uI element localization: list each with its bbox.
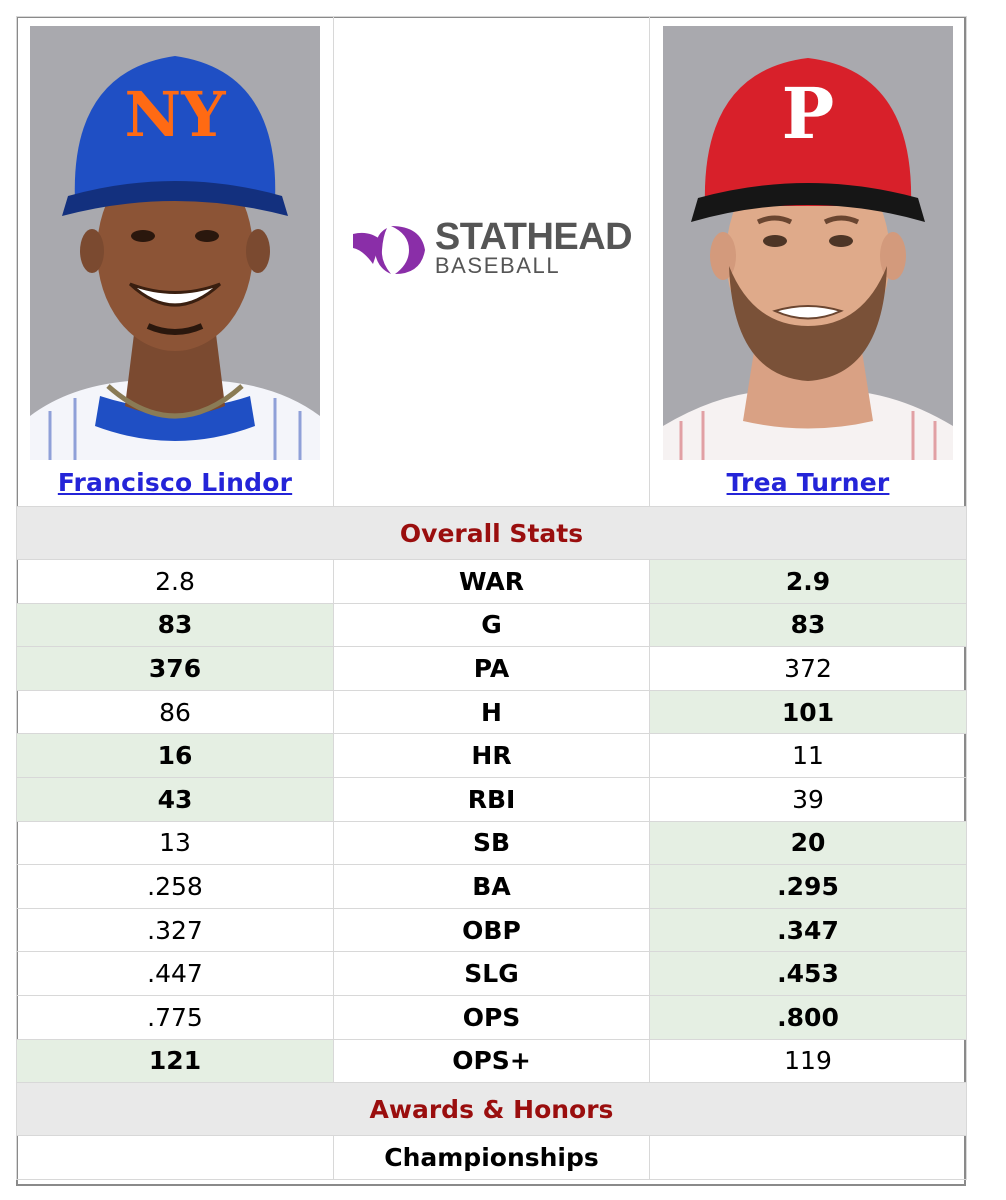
player-1-headshot: NY (30, 26, 320, 460)
stat-row-war: 2.8 WAR 2.9 (16, 559, 967, 604)
player-header-row: NY Francisco Lindor (16, 16, 967, 507)
player-1-stat-value: 86 (16, 689, 334, 735)
stat-label: WAR (333, 559, 650, 604)
player-2-stat-value: 83 (649, 602, 967, 648)
player-2-photo: P (663, 26, 953, 460)
player-1-stat-value: .447 (16, 951, 334, 996)
player-1-name-link[interactable]: Francisco Lindor (57, 468, 293, 497)
stat-row-ba: .258 BA .295 (16, 864, 967, 909)
awards-header-row: Awards & Honors (16, 1082, 967, 1137)
stat-label: PA (333, 646, 650, 691)
stat-label: SLG (333, 951, 650, 996)
stathead-logo-icon (352, 225, 425, 274)
stat-label: HR (333, 733, 650, 778)
championships-label: Championships (333, 1135, 650, 1181)
player-2-stat-value: .453 (649, 951, 967, 996)
stat-label: RBI (333, 776, 650, 822)
stathead-baseball-logo[interactable]: STATHEAD BASEBALL (334, 218, 649, 277)
player-1-stat-value: .327 (16, 907, 334, 953)
player-2-headshot: P (663, 26, 953, 460)
logo-stathead-text: STATHEAD (434, 216, 633, 258)
player-2-cell: P Trea Turner (649, 16, 967, 507)
player-2-stat-value: 2.9 (649, 559, 967, 604)
stat-row-rbi: 43 RBI 39 (16, 776, 967, 822)
stat-row-g: 83 G 83 (16, 602, 967, 648)
stat-row-sb: 13 SB 20 (16, 820, 967, 866)
player-2-stat-value: 101 (649, 689, 967, 735)
stat-row-hr: 16 HR 11 (16, 733, 967, 778)
stat-row-obp: .327 OBP .347 (16, 907, 967, 953)
stat-row-slg: .447 SLG .453 (16, 951, 967, 996)
stat-label: G (333, 602, 650, 648)
stat-label: SB (333, 820, 650, 866)
player-2-championships (649, 1135, 967, 1181)
logo-baseball-text: BASEBALL (434, 253, 561, 278)
player-2-stat-value: .295 (649, 864, 967, 909)
player-2-stat-value: 39 (649, 776, 967, 822)
player-1-photo: NY (30, 26, 320, 460)
championships-row: Championships (16, 1135, 967, 1181)
player-1-stat-value: 83 (16, 602, 334, 648)
player-1-cell: NY Francisco Lindor (16, 16, 334, 507)
awards-honors-heading: Awards & Honors (16, 1082, 967, 1137)
player-2-stat-value: 119 (649, 1038, 967, 1084)
player-2-stat-value: .347 (649, 907, 967, 953)
svg-text:NY: NY (125, 78, 227, 151)
stat-label: BA (333, 864, 650, 909)
stat-row-ops: .775 OPS .800 (16, 994, 967, 1040)
player-1-stat-value: .775 (16, 994, 334, 1040)
stat-label: OPS+ (333, 1038, 650, 1084)
stat-row-ops-plus: 121 OPS+ 119 (16, 1038, 967, 1084)
player-2-stat-value: 372 (649, 646, 967, 691)
stat-label: OPS (333, 994, 650, 1040)
player-2-stat-value: .800 (649, 994, 967, 1040)
player-1-stat-value: 121 (16, 1038, 334, 1084)
overall-stats-heading: Overall Stats (16, 506, 967, 560)
player-2-stat-value: 20 (649, 820, 967, 866)
player-1-stat-value: 13 (16, 820, 334, 866)
svg-text:P: P (782, 72, 835, 155)
player-2-name-link[interactable]: Trea Turner (726, 468, 890, 497)
stat-label: H (333, 689, 650, 735)
player-1-stat-value: 43 (16, 776, 334, 822)
player-1-championships (16, 1135, 334, 1181)
stat-label: OBP (333, 907, 650, 953)
player-1-stat-value: 2.8 (16, 559, 334, 604)
player-1-stat-value: 376 (16, 646, 334, 691)
stat-row-h: 86 H 101 (16, 689, 967, 735)
player-comparison-table: NY Francisco Lindor (16, 16, 967, 1181)
player-2-stat-value: 11 (649, 733, 967, 778)
stathead-logo-cell: STATHEAD BASEBALL (333, 16, 650, 507)
overall-stats-header-row: Overall Stats (16, 506, 967, 560)
stat-row-pa: 376 PA 372 (16, 646, 967, 691)
player-1-stat-value: 16 (16, 733, 334, 778)
player-1-stat-value: .258 (16, 864, 334, 909)
